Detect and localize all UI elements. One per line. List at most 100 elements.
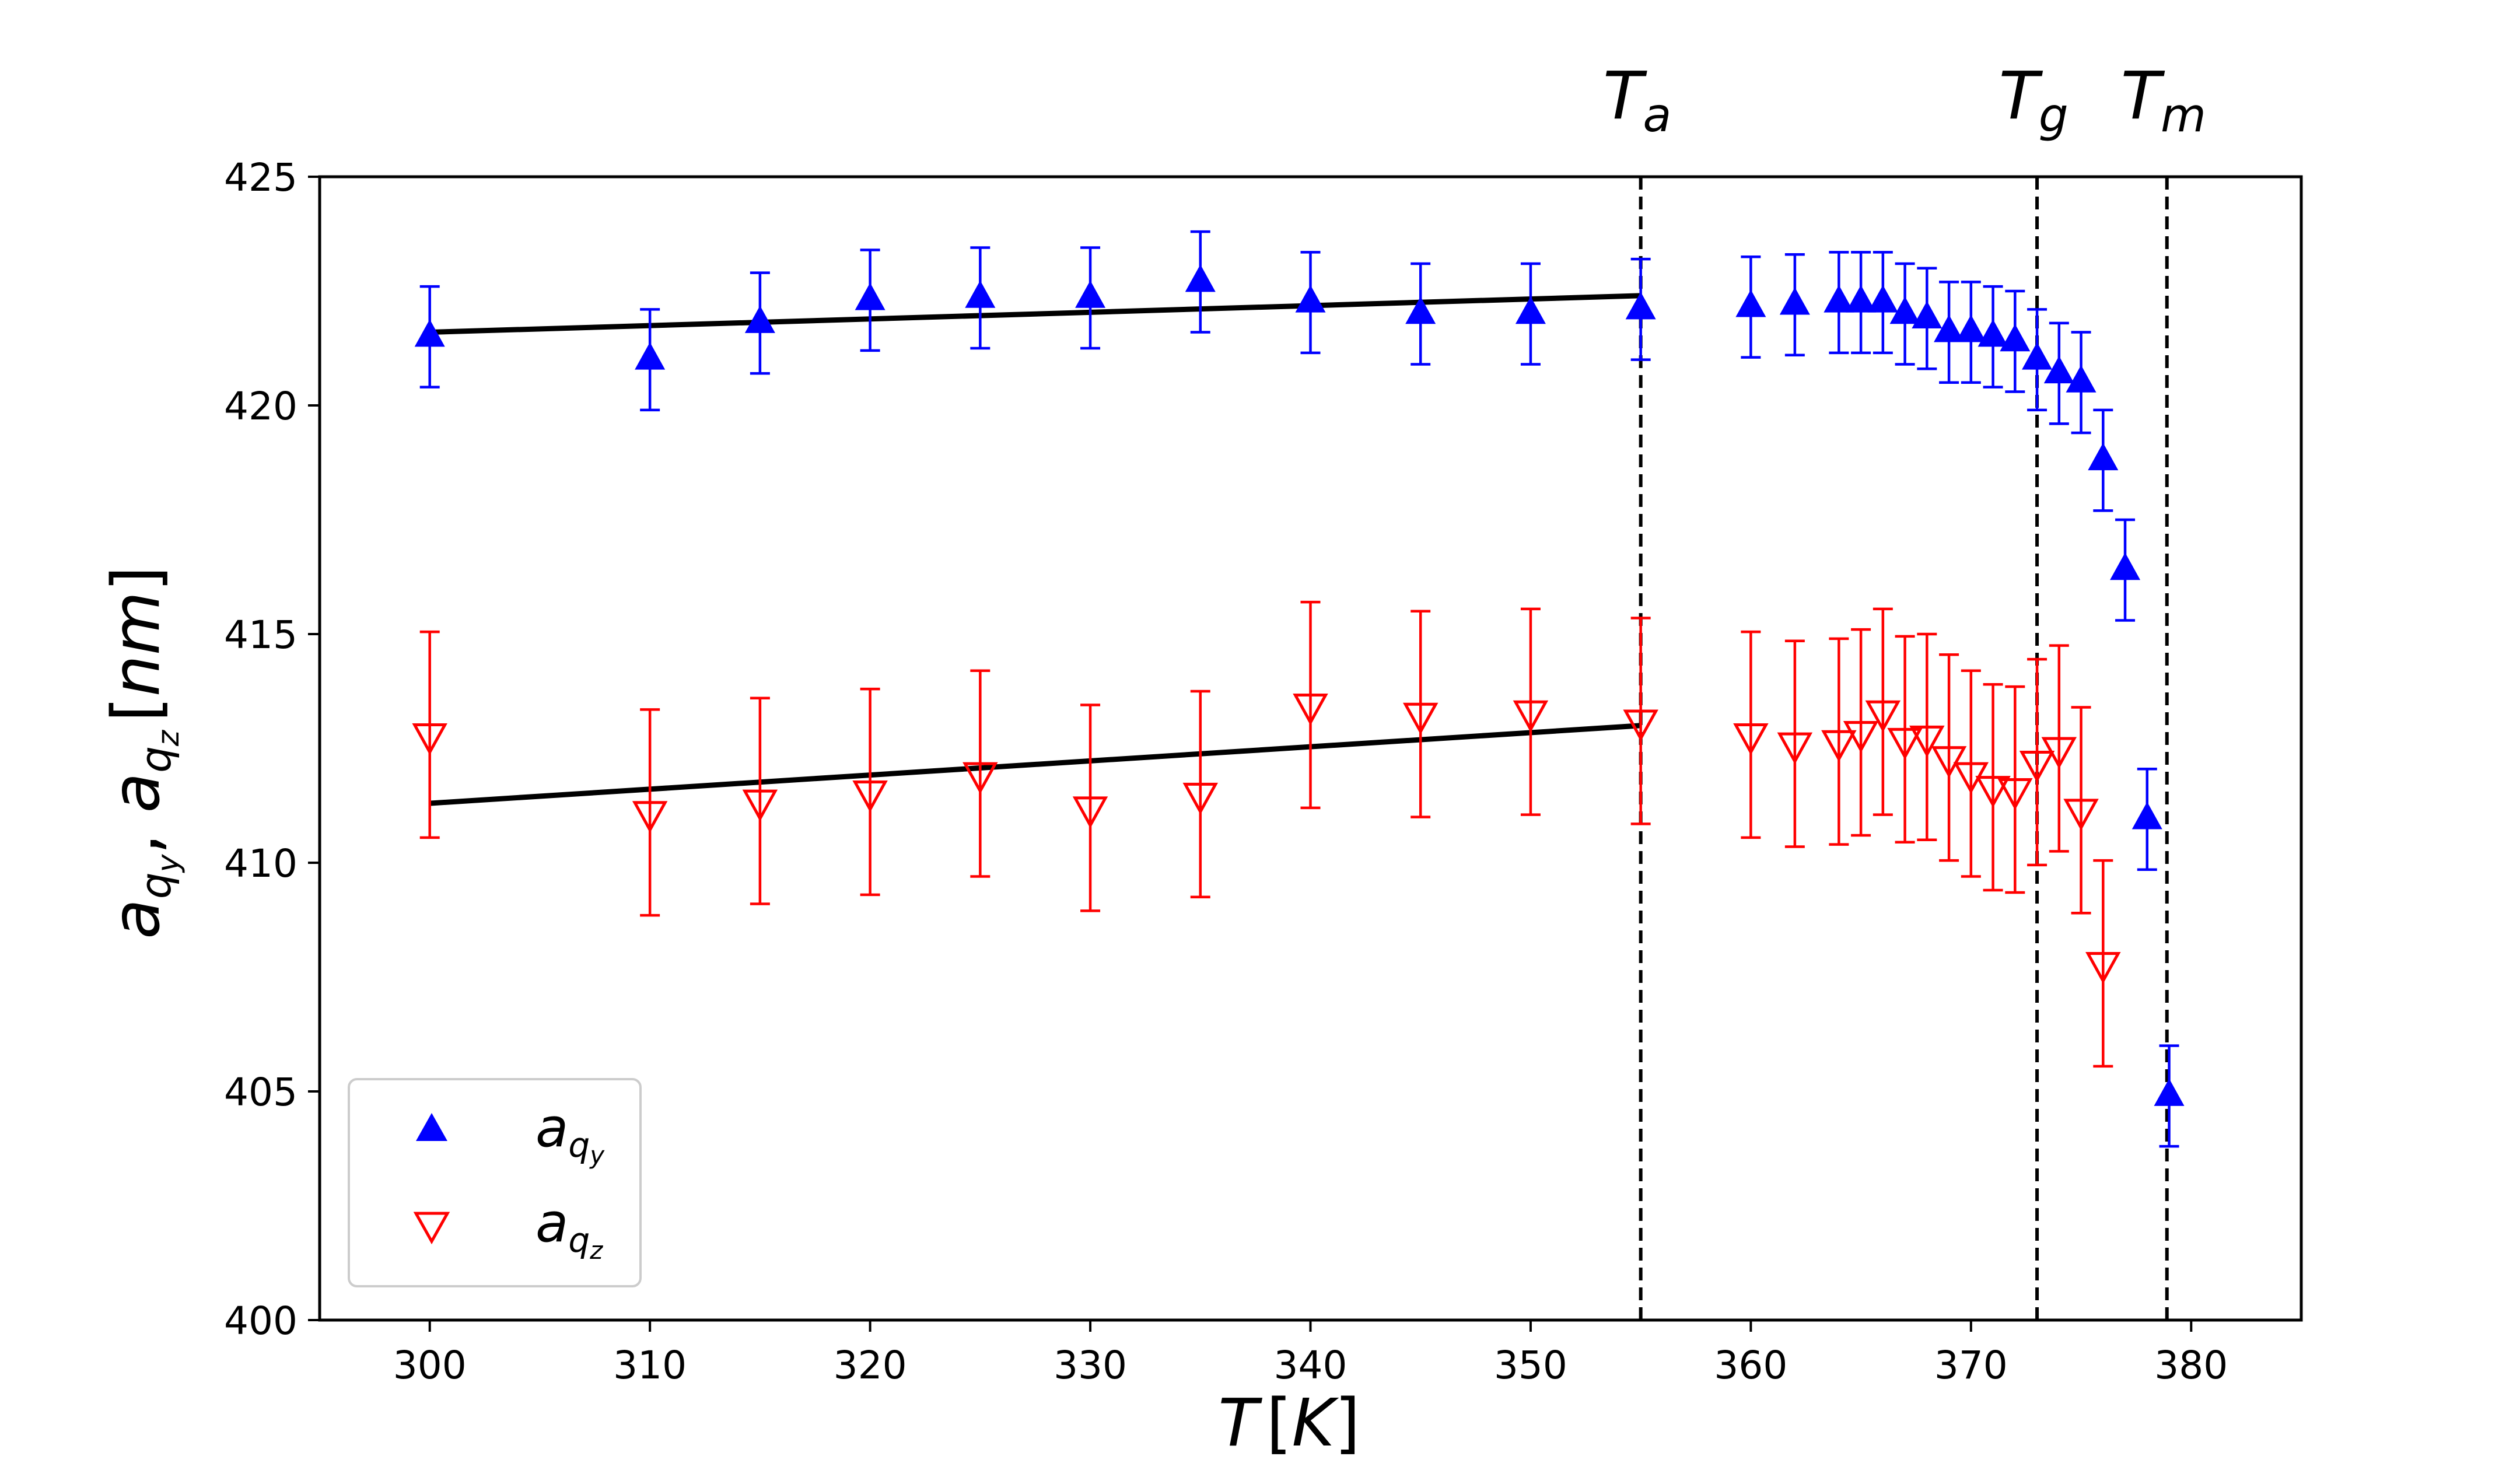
data-point-series-1 [1978,319,2008,347]
data-point-series-1 [1779,287,1810,315]
x-tick-label: 360 [1714,1343,1787,1388]
data-point-series-2 [2019,751,2055,783]
error-bar [1983,682,2003,892]
data-point-series-2 [1843,721,1879,753]
error-bar [2093,859,2113,1068]
data-point-series-2 [1777,732,1813,765]
error-bars [419,230,2179,1148]
error-bar [2027,657,2048,867]
error-bar [1520,607,1541,816]
legend: aqy aqz [348,1078,642,1287]
data-point-series-1 [1735,289,1766,317]
data-point-series-2 [1072,796,1108,829]
data-point-series-2 [1733,723,1769,755]
data-point-series-1 [2066,365,2096,393]
error-bar [1080,704,1101,912]
error-bar [2005,685,2025,894]
data-point-series-2 [963,762,998,794]
data-point-series-2 [1821,730,1857,762]
error-bar [1190,690,1210,899]
data-point-series-2 [1909,725,1945,758]
data-point-series-1 [2110,552,2141,580]
legend-label-series-1: aqy [536,1097,605,1170]
data-point-series-1 [1625,292,1656,320]
x-axis-label: T [K] [1218,1385,1360,1461]
data-point-series-2 [1293,694,1328,726]
x-tick-label: 350 [1494,1343,1567,1388]
data-point-series-2 [632,801,668,833]
fit-lines [429,293,1641,806]
data-point-series-1 [1955,314,1986,342]
error-bar [1300,600,1321,810]
data-point-series-1 [1824,285,1854,313]
error-bar [1410,610,1431,818]
error-bar [1917,632,1937,842]
vertical-line-label-g: Tg [1999,58,2068,142]
error-bar [1873,607,1893,816]
vertical-line-labels: Ta Tg Tm [1603,58,2206,142]
data-point-series-2 [2085,951,2121,984]
legend-label-series-2: aqz [536,1192,603,1265]
data-point-series-2 [1887,727,1923,760]
data-point-series-1 [1867,285,1898,313]
y-axis-label: aqy, aqz[nm] [99,566,186,939]
data-point-series-1 [855,282,886,310]
y-axis-ticks: 400 405 410 415 420 425 [224,155,320,1343]
x-tick-label: 300 [393,1343,467,1388]
data-point-series-1 [2132,802,2162,830]
error-bar [2049,644,2069,853]
legend-marker-red-triangle [413,1212,450,1245]
data-point-series-1 [965,280,996,308]
data-point-series-1 [1846,285,1877,313]
data-point-series-1 [1075,280,1106,308]
data-point-series-1 [1405,296,1436,324]
error-bar [1630,617,1651,825]
fit-line-series-2 [429,723,1641,806]
error-bar [419,630,440,839]
data-point-series-2 [1182,782,1219,815]
error-bar [750,696,770,905]
error-bar [1961,669,1981,878]
x-axis-ticks: 300 310 320 330 340 350 360 370 380 [393,1320,2228,1388]
data-point-series-1 [1295,285,1326,313]
data-point-series-1 [2022,342,2053,370]
error-bar [1895,635,1915,844]
data-point-series-1 [1934,314,1965,342]
x-tick-label: 310 [613,1343,687,1388]
data-point-series-1 [1515,296,1546,324]
y-tick-label: 425 [224,155,298,200]
data-point-series-2 [412,723,447,755]
data-point-series-2 [2063,799,2099,831]
fit-line-series-1 [429,293,1641,335]
x-tick-label: 340 [1274,1343,1348,1388]
data-point-series-1 [1889,296,1920,324]
error-bar [1939,653,1959,862]
x-tick-label: 370 [1934,1343,2008,1388]
data-point-series-2 [1513,700,1549,733]
error-bar [860,687,880,897]
y-tick-label: 415 [224,612,298,657]
data-point-series-1 [744,305,775,333]
data-point-series-2 [1865,700,1901,733]
data-point-series-2 [1931,746,1967,778]
data-markers [412,264,2185,1106]
x-tick-label: 380 [2154,1343,2228,1388]
data-point-series-1 [2088,443,2119,471]
error-bar [970,669,991,878]
vertical-line-label-m: Tm [2121,58,2206,142]
y-tick-label: 410 [224,841,298,886]
data-point-series-2 [1623,709,1658,742]
error-bar [1784,639,1805,848]
error-bar [1741,630,1761,839]
x-tick-label: 320 [834,1343,907,1388]
data-point-series-2 [852,780,888,813]
error-bar [1829,637,1849,846]
x-tick-label: 330 [1054,1343,1127,1388]
data-point-series-1 [2000,324,2031,352]
y-tick-label: 400 [224,1298,298,1343]
data-point-series-1 [2154,1078,2185,1106]
data-point-series-2 [1975,776,2011,808]
y-tick-label: 405 [224,1070,298,1115]
data-point-series-2 [1402,702,1438,735]
